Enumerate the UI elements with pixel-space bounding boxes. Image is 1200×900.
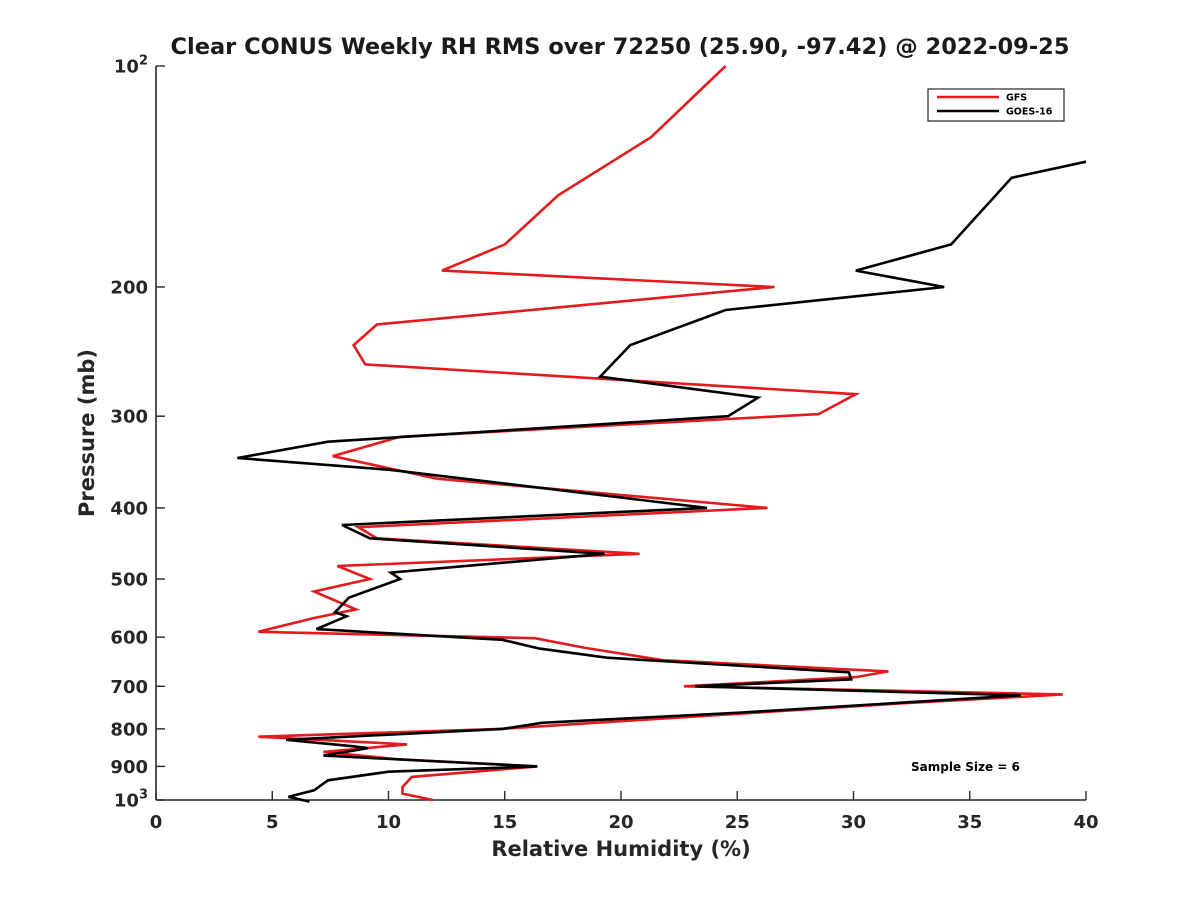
y-tick-label: 103 (114, 788, 148, 812)
chart-title: Clear CONUS Weekly RH RMS over 72250 (25… (171, 34, 1070, 60)
y-tick-label: 102 (114, 54, 148, 78)
series-line-goes16 (237, 160, 1087, 803)
x-ticks: 0 5 10 15 20 25 30 35 40 (150, 791, 1099, 833)
y-tick-label: 300 (110, 407, 148, 428)
legend-box (927, 88, 1065, 122)
y-tick-label: 200 (110, 277, 148, 298)
y-axis-label: Pressure (mb) (75, 349, 99, 517)
sample-size-annotation: Sample Size = 6 (911, 760, 1020, 774)
x-tick-label: 40 (1073, 812, 1098, 833)
series-layer (237, 65, 1087, 803)
x-tick-label: 20 (608, 812, 633, 833)
legend-label-goes16: GOES-16 (1006, 107, 1053, 118)
y-ticks: 102 200 300 400 500 600 700 800 900 103 (110, 54, 165, 812)
x-axis-label: Relative Humidity (%) (491, 837, 750, 861)
x-tick-label: 10 (376, 812, 401, 833)
x-tick-label: 25 (725, 812, 750, 833)
y-tick-label: 400 (110, 498, 148, 519)
x-tick-label: 0 (150, 812, 163, 833)
x-tick-label: 35 (957, 812, 982, 833)
y-tick-label: 900 (110, 757, 148, 778)
x-tick-label: 15 (492, 812, 517, 833)
series-line-gfs (257, 65, 1063, 802)
y-tick-label: 700 (110, 677, 148, 698)
legend-label-gfs: GFS (1006, 93, 1027, 104)
y-tick-label: 800 (110, 719, 148, 740)
x-tick-label: 5 (266, 812, 279, 833)
plot-area (155, 66, 1086, 801)
y-tick-label: 500 (110, 570, 148, 591)
legend: GFS GOES-16 (927, 88, 1065, 122)
x-tick-label: 30 (841, 812, 866, 833)
y-tick-label: 600 (110, 628, 148, 649)
